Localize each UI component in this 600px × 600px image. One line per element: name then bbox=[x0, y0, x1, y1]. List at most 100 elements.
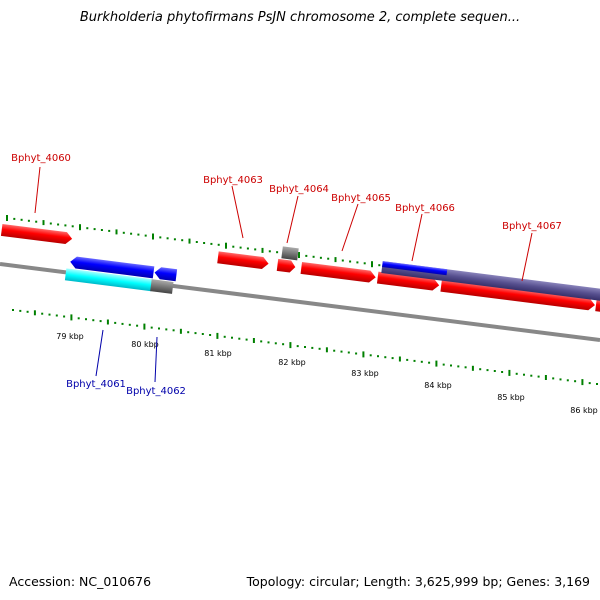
scale-tick bbox=[282, 343, 285, 346]
kbp-labels: 79 kbp 80 kbp 81 kbp 82 kbp 83 kbp 84 kb… bbox=[56, 332, 598, 415]
scale-tick bbox=[523, 373, 525, 376]
scale-tick bbox=[27, 219, 30, 222]
scale-tick bbox=[122, 231, 125, 234]
gene-4065-arrow[interactable] bbox=[300, 261, 377, 283]
accession-text: Accession: NC_010676 bbox=[9, 574, 152, 589]
scale-tick bbox=[57, 223, 60, 226]
gene-label-4066[interactable]: Bphyt_4066 bbox=[395, 203, 455, 214]
kbp-label: 79 kbp bbox=[56, 332, 84, 341]
scale-tick bbox=[544, 375, 547, 380]
scale-tick bbox=[92, 319, 95, 322]
scale-tick bbox=[26, 310, 29, 313]
scale-tick bbox=[48, 313, 51, 316]
scale-tick bbox=[334, 257, 337, 263]
scale-tick bbox=[398, 356, 401, 362]
scale-tick bbox=[86, 227, 89, 230]
scale-tick bbox=[166, 237, 169, 240]
cds-feature-4062[interactable] bbox=[150, 279, 174, 294]
gene-4062-arrow[interactable] bbox=[154, 267, 178, 282]
scale-tick bbox=[305, 254, 308, 257]
leader-4064 bbox=[286, 195, 299, 244]
scale-tick bbox=[289, 342, 292, 349]
scale-tick bbox=[100, 229, 103, 231]
gene-next-arrow[interactable] bbox=[595, 299, 600, 313]
scale-tick bbox=[267, 341, 270, 344]
scale-tick bbox=[530, 374, 533, 377]
scale-tick bbox=[479, 368, 482, 371]
scale-tick bbox=[137, 233, 140, 236]
scale-tick bbox=[581, 379, 584, 386]
reverse-feature-4066[interactable] bbox=[382, 261, 448, 276]
scale-tick bbox=[210, 242, 213, 245]
scale-tick bbox=[501, 371, 504, 373]
scale-tick bbox=[6, 215, 8, 221]
scale-tick bbox=[428, 361, 431, 364]
scale-tick bbox=[93, 228, 96, 231]
scale-tick bbox=[464, 366, 467, 369]
scale-tick bbox=[12, 309, 14, 311]
gene-label-4063[interactable]: Bphyt_4063 bbox=[203, 175, 263, 186]
scale-tick bbox=[143, 323, 146, 330]
gene-label-4065[interactable]: Bphyt_4065 bbox=[331, 193, 391, 204]
gene-label-4064[interactable]: Bphyt_4064 bbox=[269, 184, 329, 195]
scale-tick bbox=[225, 242, 227, 249]
scale-tick bbox=[231, 336, 233, 339]
gene-4064-arrow[interactable] bbox=[276, 258, 296, 273]
scale-tick bbox=[181, 239, 184, 242]
rna-feature-4064[interactable] bbox=[281, 246, 299, 261]
scale-tick bbox=[276, 251, 279, 254]
scale-tick bbox=[311, 346, 314, 349]
gene-leader-lines bbox=[34, 166, 533, 383]
scale-tick bbox=[79, 224, 81, 231]
scale-tick bbox=[508, 369, 511, 376]
gene-4061-arrow[interactable] bbox=[69, 256, 155, 279]
scale-tick bbox=[537, 375, 540, 378]
gene-4060-arrow[interactable] bbox=[0, 223, 73, 245]
scale-tick bbox=[319, 256, 322, 259]
scale-tick bbox=[574, 380, 577, 383]
scale-tick bbox=[552, 377, 555, 380]
scale-tick bbox=[515, 372, 518, 375]
cds-feature-4061[interactable] bbox=[64, 268, 153, 292]
scale-tick bbox=[391, 357, 394, 360]
gene-label-4060[interactable]: Bphyt_4060 bbox=[11, 153, 71, 164]
scale-tick bbox=[268, 250, 271, 253]
leader-4062 bbox=[154, 336, 158, 383]
gene-label-4061[interactable]: Bphyt_4061 bbox=[66, 379, 126, 390]
scale-tick bbox=[371, 261, 373, 268]
scale-tick bbox=[413, 359, 416, 362]
scale-tick bbox=[85, 318, 87, 321]
scale-tick bbox=[33, 310, 36, 316]
lower-tick-track bbox=[12, 309, 598, 386]
scale-tick bbox=[298, 252, 300, 258]
scale-tick bbox=[49, 222, 52, 225]
gene-4067-arrow[interactable] bbox=[440, 279, 595, 311]
scale-tick bbox=[77, 317, 80, 320]
scale-tick bbox=[471, 365, 474, 371]
leader-4066 bbox=[411, 213, 423, 262]
scale-tick bbox=[377, 355, 379, 358]
scale-tick bbox=[232, 245, 235, 248]
leader-4060 bbox=[34, 166, 41, 214]
scale-tick bbox=[318, 347, 321, 350]
scale-tick bbox=[362, 351, 365, 358]
scale-tick bbox=[340, 350, 343, 353]
scale-tick bbox=[325, 347, 328, 353]
scale-tick bbox=[150, 326, 153, 329]
scale-tick bbox=[349, 260, 352, 263]
scale-tick bbox=[566, 379, 569, 382]
scale-tick bbox=[296, 345, 299, 348]
scale-tick bbox=[144, 234, 147, 237]
scale-tick bbox=[378, 264, 381, 267]
scale-tick bbox=[252, 338, 255, 343]
gene-label-4067[interactable]: Bphyt_4067 bbox=[502, 221, 562, 232]
gene-4066-arrow[interactable] bbox=[376, 271, 440, 292]
gene-label-4062[interactable]: Bphyt_4062 bbox=[126, 386, 186, 397]
scale-tick bbox=[493, 370, 496, 372]
gene-4063-arrow[interactable] bbox=[217, 251, 269, 269]
kbp-label: 81 kbp bbox=[204, 349, 232, 358]
scale-tick bbox=[384, 356, 387, 359]
scale-tick bbox=[13, 217, 16, 220]
scale-tick bbox=[238, 337, 241, 340]
